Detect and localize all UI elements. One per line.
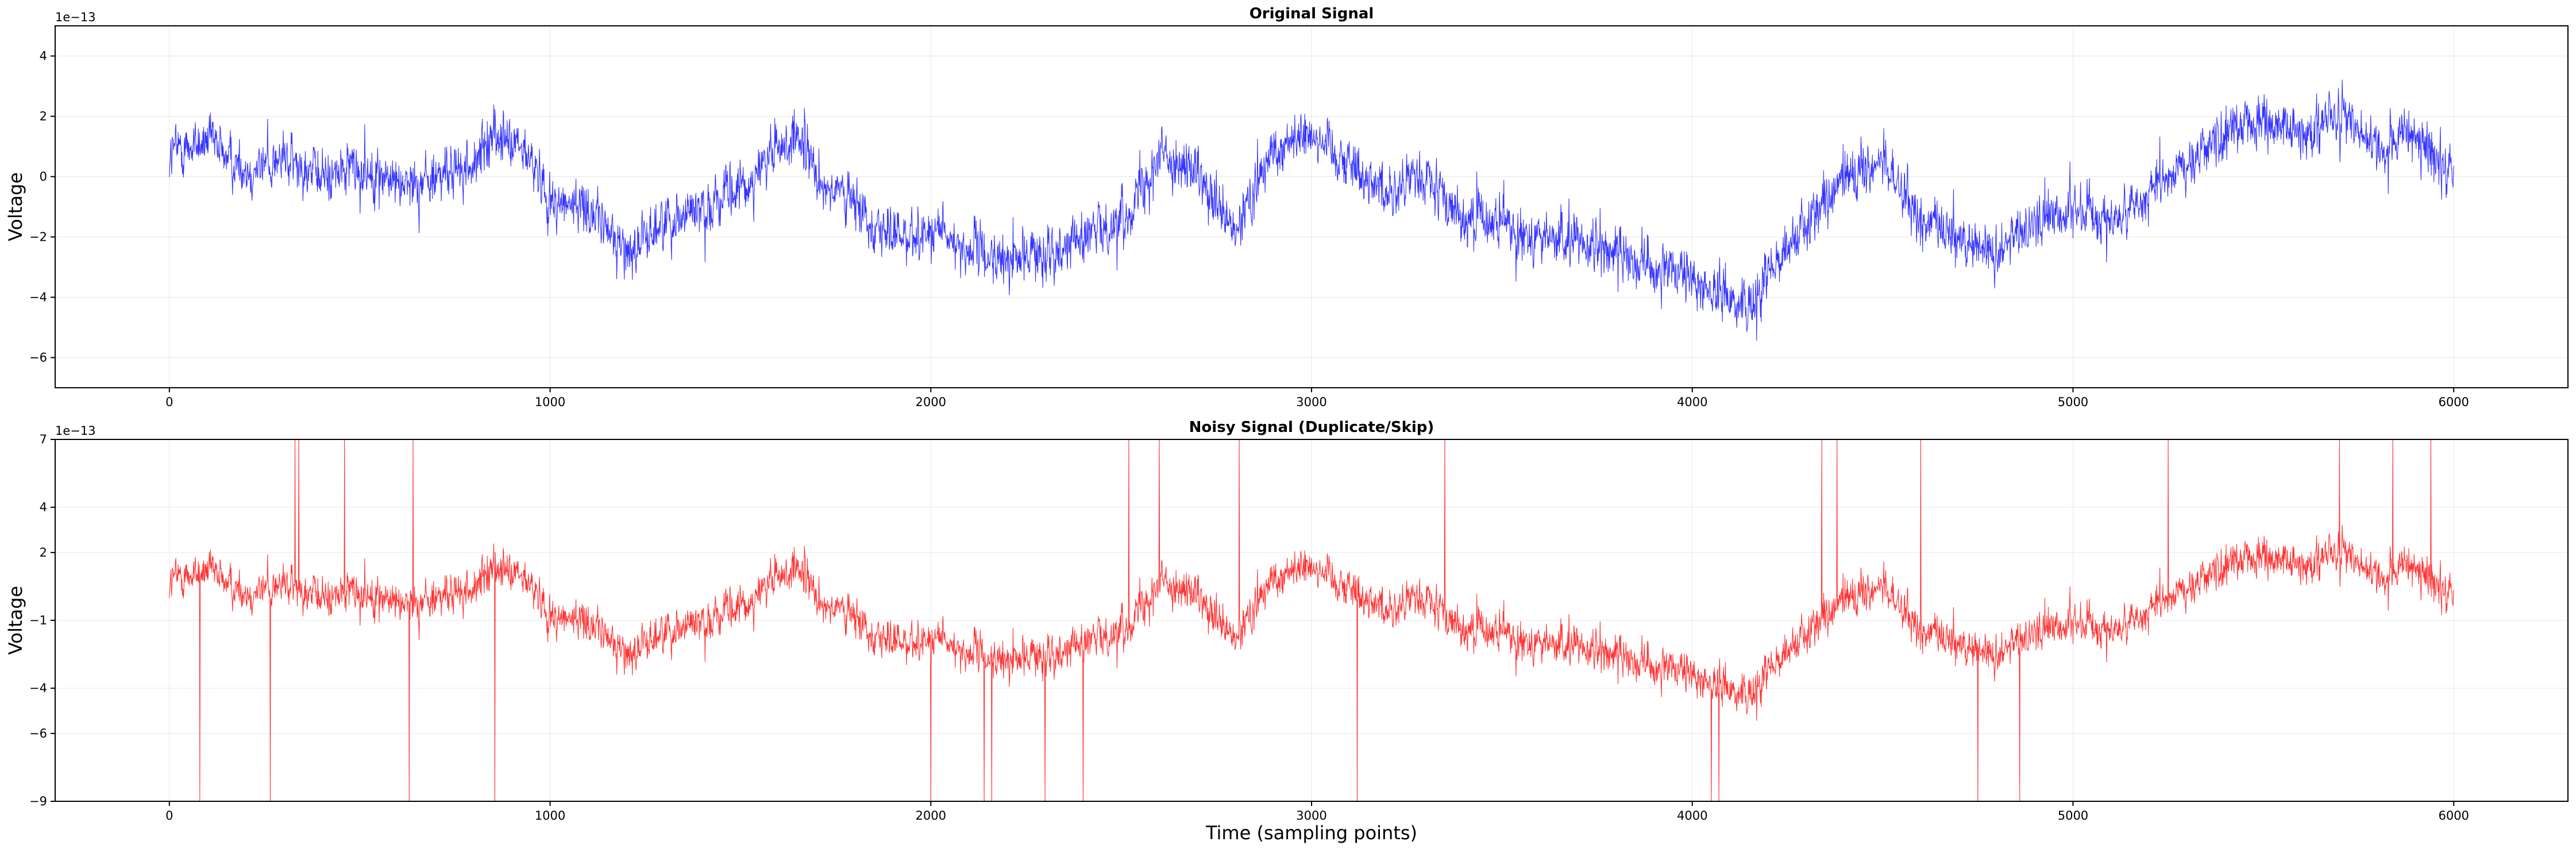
series-line-original	[169, 79, 2454, 341]
x-tick-label: 2000	[916, 809, 946, 823]
y-tick-label: −1	[29, 613, 47, 627]
x-tick-label: 2000	[916, 395, 946, 409]
chart-title-original: Original Signal	[1250, 5, 1374, 22]
x-tick-label: 4000	[1677, 809, 1707, 823]
x-tick-label: 5000	[2058, 395, 2088, 409]
subplot-noisy: 0 1000 2000 3000 4000 5000 6000 −9 −6 −4 −1 2 4 7 Noi…	[5, 419, 2569, 844]
x-tick-label: 1000	[535, 809, 565, 823]
chart-title-noisy: Noisy Signal (Duplicate/Skip)	[1189, 419, 1434, 436]
y-tick-label: −4	[29, 291, 47, 304]
y-tick-label: −4	[29, 681, 47, 695]
y-tick-label: 2	[40, 110, 47, 123]
x-tick-label: 0	[165, 809, 173, 823]
series-line-noisy	[169, 439, 2454, 802]
y-tick-label: 4	[40, 49, 47, 63]
x-tick-label: 6000	[2438, 809, 2469, 823]
series-line	[169, 79, 2454, 341]
y-tick-label: 2	[40, 546, 47, 559]
x-tick-label: 1000	[535, 395, 565, 409]
x-tick-label: 4000	[1677, 395, 1707, 409]
subplot-original: 0 1000 2000 3000 4000 5000 6000 −6 −4 −2 0 2 4 Origi…	[5, 5, 2569, 410]
y-tick-label: −9	[29, 794, 47, 808]
series-line	[169, 439, 2454, 802]
offset-text-original: 1e−13	[55, 10, 96, 24]
x-tick-label: 3000	[1296, 395, 1326, 409]
x-tick-label: 3000	[1296, 809, 1326, 823]
y-tick-label: 0	[40, 170, 47, 184]
ticks-noisy: 0 1000 2000 3000 4000 5000 6000 −9 −6 −4 −1 2 4 7	[29, 433, 2469, 823]
y-axis-label-noisy: Voltage	[5, 586, 26, 655]
y-tick-label: −2	[29, 230, 47, 244]
x-tick-label: 0	[165, 395, 173, 409]
offset-text-noisy: 1e−13	[55, 424, 96, 438]
y-tick-label: −6	[29, 727, 47, 740]
ticks-original: 0 1000 2000 3000 4000 5000 6000 −6 −4 −2 0 2 4	[29, 49, 2469, 410]
y-axis-label-original: Voltage	[5, 172, 26, 241]
grid-original	[55, 26, 2568, 388]
x-tick-label: 6000	[2438, 395, 2469, 409]
y-tick-label: 4	[40, 500, 47, 514]
x-tick-label: 5000	[2058, 809, 2088, 823]
y-tick-label: −6	[29, 351, 47, 365]
x-axis-label: Time (sampling points)	[1205, 822, 1417, 844]
y-tick-label: 7	[40, 433, 47, 446]
